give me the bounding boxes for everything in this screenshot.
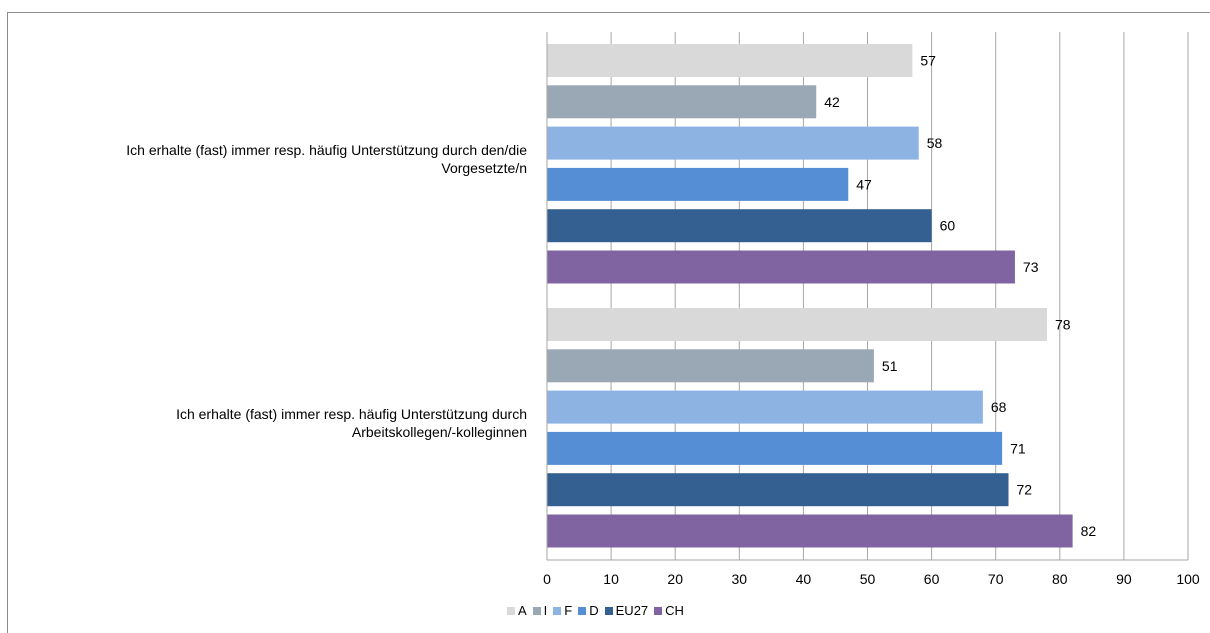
bar — [547, 390, 983, 424]
chart-frame — [7, 12, 1210, 633]
x-tick-label: 100 — [1176, 571, 1200, 587]
data-label: 60 — [940, 218, 956, 234]
legend-label: CH — [665, 603, 684, 618]
category-label-line: Ich erhalte (fast) immer resp. häufig Un… — [176, 406, 527, 422]
legend-item: F — [553, 603, 572, 618]
data-label: 73 — [1023, 259, 1039, 275]
bar — [547, 431, 1003, 465]
x-tick-label: 80 — [1052, 571, 1068, 587]
data-label: 72 — [1017, 482, 1033, 498]
legend-swatch — [654, 606, 663, 615]
x-tick-label: 30 — [732, 571, 748, 587]
legend-label: F — [564, 603, 573, 618]
data-label: 47 — [856, 176, 872, 192]
bar — [547, 250, 1015, 284]
x-tick-label: 0 — [543, 571, 551, 587]
data-label: 51 — [882, 358, 898, 374]
x-tick-label: 40 — [796, 571, 812, 587]
legend-label: EU27 — [615, 603, 649, 618]
legend-swatch — [553, 606, 562, 615]
x-tick-label: 50 — [860, 571, 876, 587]
legend-label: A — [518, 603, 527, 618]
category-label-line: Vorgesetzte/n — [441, 160, 527, 176]
category-label-line: Arbeitskollegen/-kolleginnen — [351, 424, 527, 440]
legend-item: CH — [654, 603, 684, 618]
legend-item: I — [532, 603, 548, 618]
x-tick-label: 70 — [988, 571, 1004, 587]
category-label: Ich erhalte (fast) immer resp. häufig Un… — [7, 405, 527, 441]
data-label: 58 — [927, 135, 943, 151]
bar — [547, 44, 913, 77]
data-label: 82 — [1081, 523, 1097, 539]
legend-label: D — [589, 603, 599, 618]
category-label: Ich erhalte (fast) immer resp. häufig Un… — [7, 141, 527, 177]
bar — [547, 209, 932, 243]
bar — [547, 85, 817, 119]
bar — [547, 308, 1047, 341]
data-label: 42 — [824, 94, 840, 110]
legend-swatch — [604, 606, 613, 615]
legend-swatch — [532, 606, 541, 615]
data-label: 78 — [1055, 317, 1071, 333]
x-tick-label: 60 — [924, 571, 940, 587]
x-tick-label: 10 — [603, 571, 619, 587]
bar — [547, 126, 919, 160]
bar — [547, 167, 849, 201]
legend-item: D — [578, 603, 599, 618]
legend-item: EU27 — [604, 603, 649, 618]
bar — [547, 514, 1073, 548]
legend: A I F D EU27 CH — [507, 603, 690, 618]
legend-item: A — [507, 603, 527, 618]
data-label: 71 — [1010, 440, 1026, 456]
legend-label: I — [543, 603, 548, 618]
legend-swatch — [578, 606, 587, 615]
legend-swatch — [507, 606, 515, 615]
bar — [547, 349, 874, 383]
category-label-line: Ich erhalte (fast) immer resp. häufig Un… — [126, 142, 527, 158]
data-label: 68 — [991, 399, 1007, 415]
data-label: 57 — [920, 53, 936, 69]
x-tick-label: 90 — [1116, 571, 1132, 587]
x-tick-label: 20 — [667, 571, 683, 587]
bar — [547, 473, 1009, 507]
